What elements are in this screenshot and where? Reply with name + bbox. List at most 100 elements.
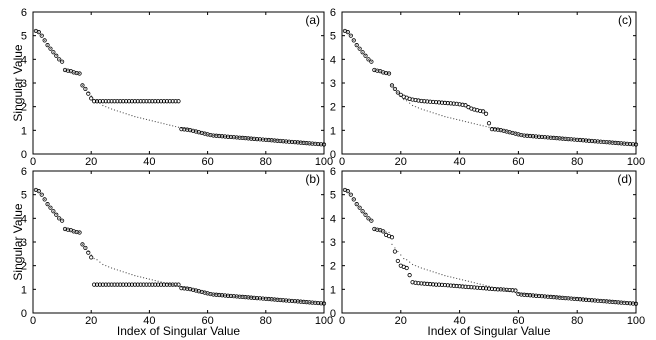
reference-point [579, 298, 581, 300]
reference-point [285, 299, 287, 302]
reference-point [414, 265, 417, 267]
estimate-point [407, 273, 412, 278]
reference-point [570, 138, 572, 140]
reference-point [550, 296, 552, 298]
estimate-point [472, 285, 477, 290]
estimate-point [522, 133, 527, 138]
estimate-point [228, 134, 233, 140]
reference-point [38, 31, 40, 33]
reference-point [244, 296, 247, 298]
y-tick-label: 1 [330, 125, 336, 137]
estimate-point [360, 50, 365, 55]
estimate-point [266, 296, 271, 302]
estimate-point [528, 293, 533, 298]
reference-point [145, 118, 148, 121]
estimate-point [595, 139, 600, 144]
estimate-point [539, 294, 545, 299]
reference-point [550, 137, 552, 139]
estimate-point [161, 282, 167, 287]
reference-point [215, 135, 217, 137]
reference-point [611, 301, 614, 303]
reference-point [444, 275, 446, 277]
reference-point [233, 136, 235, 138]
estimate-point [375, 68, 380, 73]
reference-point [122, 112, 124, 114]
reference-point [209, 134, 212, 136]
estimate-point [74, 70, 79, 76]
reference-point [113, 109, 116, 111]
estimate-point [501, 287, 506, 292]
estimate-point [94, 99, 100, 104]
estimate-point [463, 284, 468, 289]
reference-point [76, 231, 78, 233]
estimate-point [619, 141, 624, 146]
estimate-point [252, 136, 257, 141]
estimate-point [575, 296, 580, 302]
reference-point [523, 134, 525, 137]
estimate-point [386, 71, 392, 76]
estimate-point [86, 250, 91, 255]
reference-point [67, 70, 69, 72]
estimate-point [360, 209, 365, 214]
estimate-point [266, 137, 271, 143]
reference-point [608, 141, 611, 144]
estimate-point [478, 108, 483, 114]
reference-point [558, 296, 561, 298]
reference-point [163, 123, 165, 125]
estimate-point [260, 137, 265, 142]
reference-point [388, 231, 390, 234]
estimate-point [522, 292, 527, 297]
estimate-point [369, 218, 374, 223]
reference-point [73, 71, 75, 73]
estimate-point [164, 99, 169, 104]
reference-point [294, 141, 296, 143]
estimate-point [313, 141, 318, 146]
estimate-point [607, 299, 612, 304]
estimate-point [404, 265, 409, 271]
reference-point [233, 295, 235, 297]
estimate-point [454, 101, 459, 106]
estimate-point [249, 295, 254, 300]
estimate-point [36, 30, 41, 35]
estimate-point [225, 293, 231, 298]
reference-point [189, 129, 191, 131]
estimate-point [269, 138, 274, 143]
x-tick-label: 80 [260, 156, 272, 168]
reference-point [423, 109, 425, 111]
estimate-point [281, 298, 286, 303]
reference-point [81, 84, 84, 86]
reference-point [169, 124, 171, 126]
plot-area-frame [32, 170, 325, 314]
reference-point [594, 299, 596, 301]
reference-point [244, 137, 247, 139]
estimate-point [36, 189, 41, 194]
estimate-point [633, 142, 639, 147]
reference-point [573, 138, 575, 141]
estimate-point [539, 134, 545, 140]
x-tick-label: 60 [201, 156, 213, 168]
reference-point [456, 118, 458, 121]
estimate-point [616, 300, 621, 305]
reference-point [464, 120, 467, 123]
reference-point [376, 70, 378, 72]
estimate-point [39, 33, 44, 38]
reference-point [423, 268, 425, 270]
estimate-point [610, 140, 615, 145]
reference-point [102, 104, 104, 107]
estimate-point [39, 192, 44, 197]
reference-point [73, 230, 75, 232]
x-tick-label: 100 [627, 156, 645, 168]
estimate-point [167, 99, 172, 104]
estimate-point [103, 282, 108, 287]
reference-point [482, 284, 484, 286]
estimate-point [313, 300, 318, 305]
estimate-point [445, 283, 450, 288]
estimate-point [592, 298, 597, 303]
reference-point [506, 130, 508, 133]
y-tick-label: 2 [330, 102, 336, 114]
estimate-point [357, 46, 362, 51]
x-tick-label: 20 [395, 315, 407, 327]
estimate-point [48, 205, 53, 210]
y-tick-label: 5 [21, 190, 27, 202]
reference-point [46, 44, 49, 46]
